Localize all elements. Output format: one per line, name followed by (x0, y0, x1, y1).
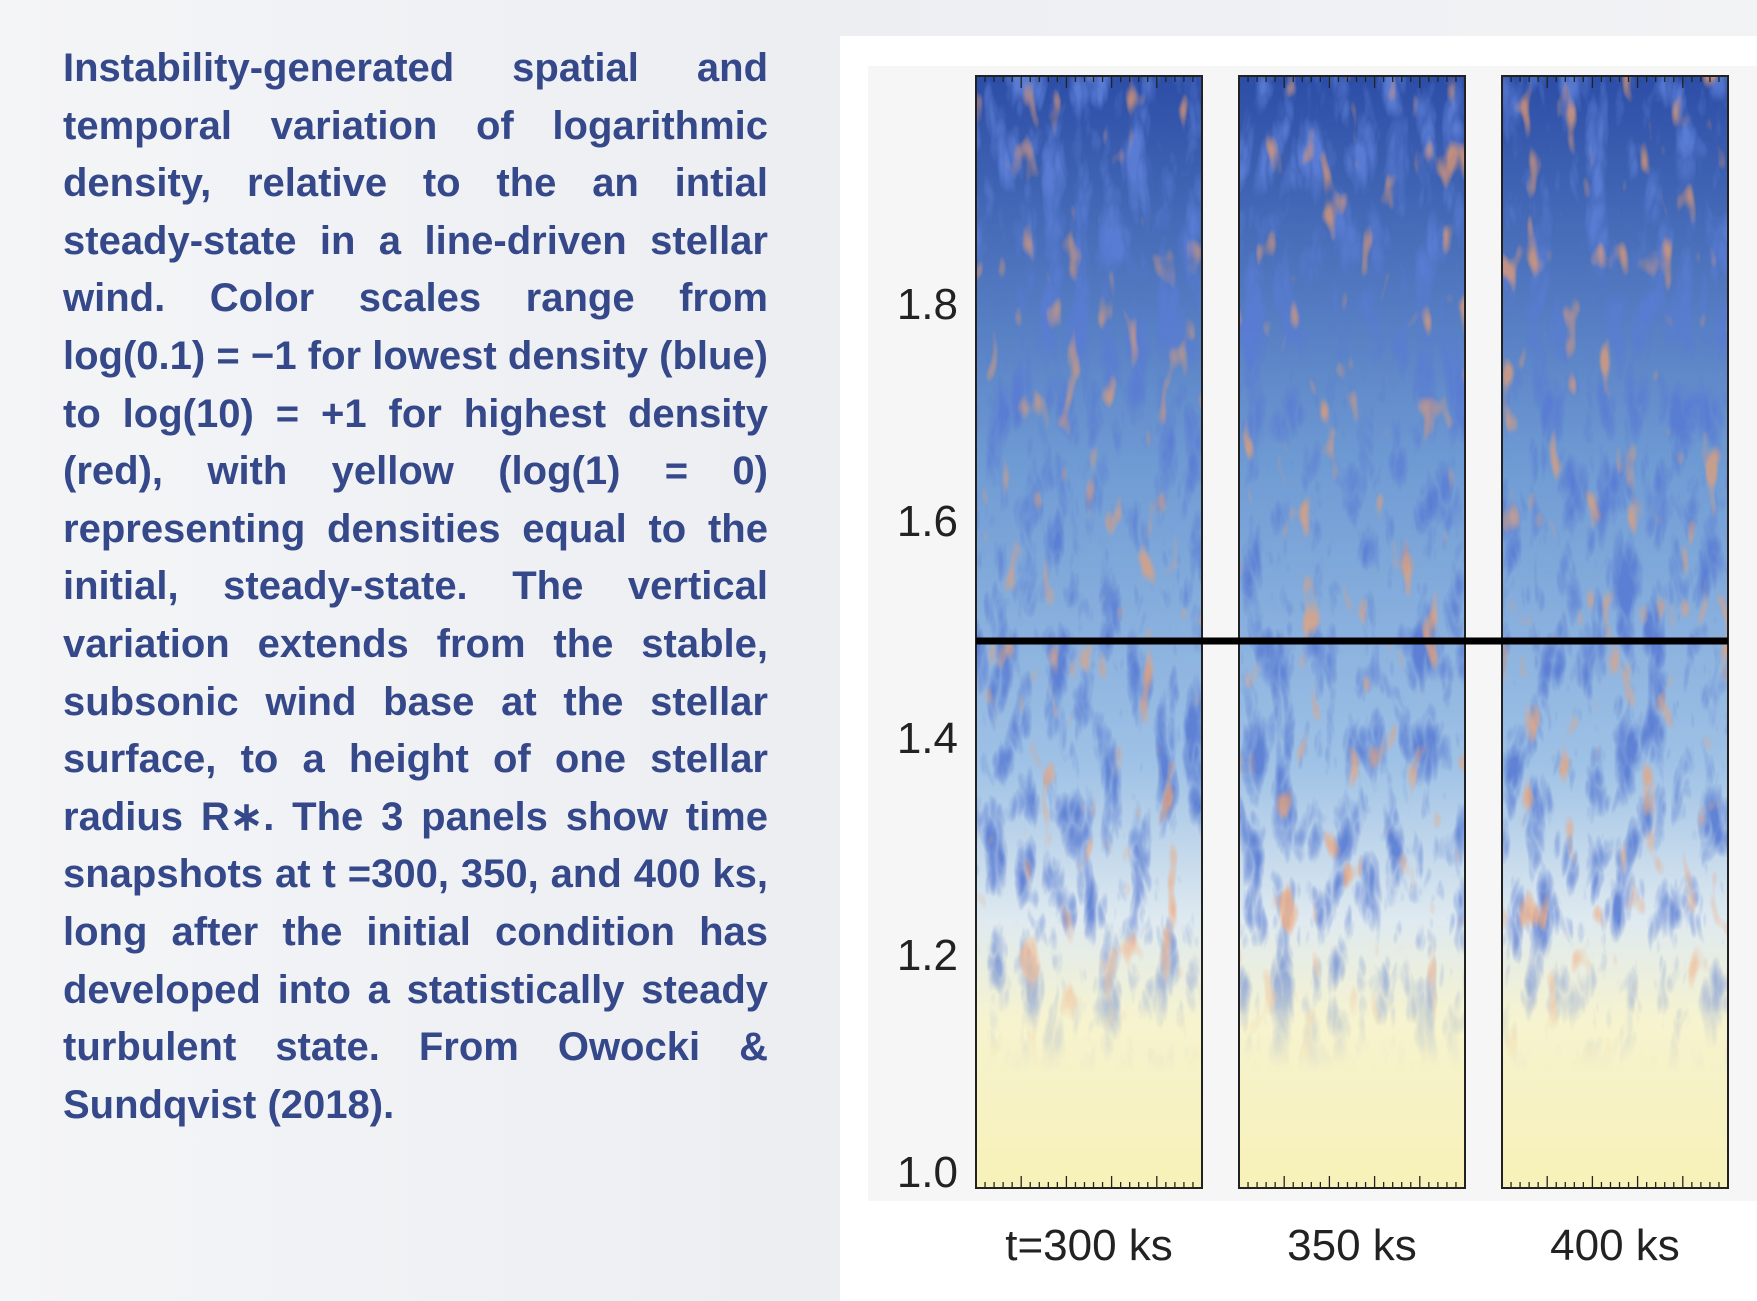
y-tick-label: 1.4 (897, 714, 958, 763)
y-tick-label: 1.2 (897, 931, 958, 980)
panel-label: 350 ks (1287, 1221, 1417, 1270)
figure: t=300 ks 350 ks 400 ks 1.0 1.2 1.4 1.6 1.8 (840, 36, 1757, 1301)
panel-texture (976, 76, 1202, 1188)
panel-texture-red (1502, 76, 1728, 1188)
y-tick-label: 1.6 (897, 497, 958, 546)
panel-texture-red (976, 76, 1202, 1188)
panel-frame (1238, 75, 1466, 1189)
panel-label: t=300 ks (1005, 1221, 1173, 1270)
caption: Instability-generated spatial and tempor… (63, 46, 768, 1127)
panel-texture (1502, 76, 1728, 1188)
panel-texture-red (1239, 76, 1465, 1188)
panel-frame (1501, 75, 1729, 1189)
panel-frame (975, 75, 1203, 1189)
panel-texture (1239, 76, 1465, 1188)
y-tick-label: 1.0 (897, 1148, 958, 1197)
y-tick-label: 1.8 (897, 280, 958, 329)
panel-label: 400 ks (1550, 1221, 1680, 1270)
